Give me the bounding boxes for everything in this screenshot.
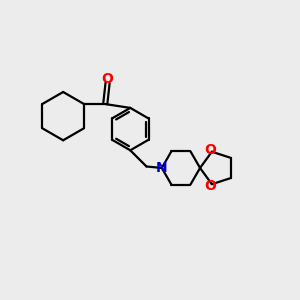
Text: O: O [102, 72, 113, 86]
Text: O: O [205, 143, 216, 157]
Text: N: N [156, 161, 168, 175]
Text: O: O [205, 179, 216, 193]
